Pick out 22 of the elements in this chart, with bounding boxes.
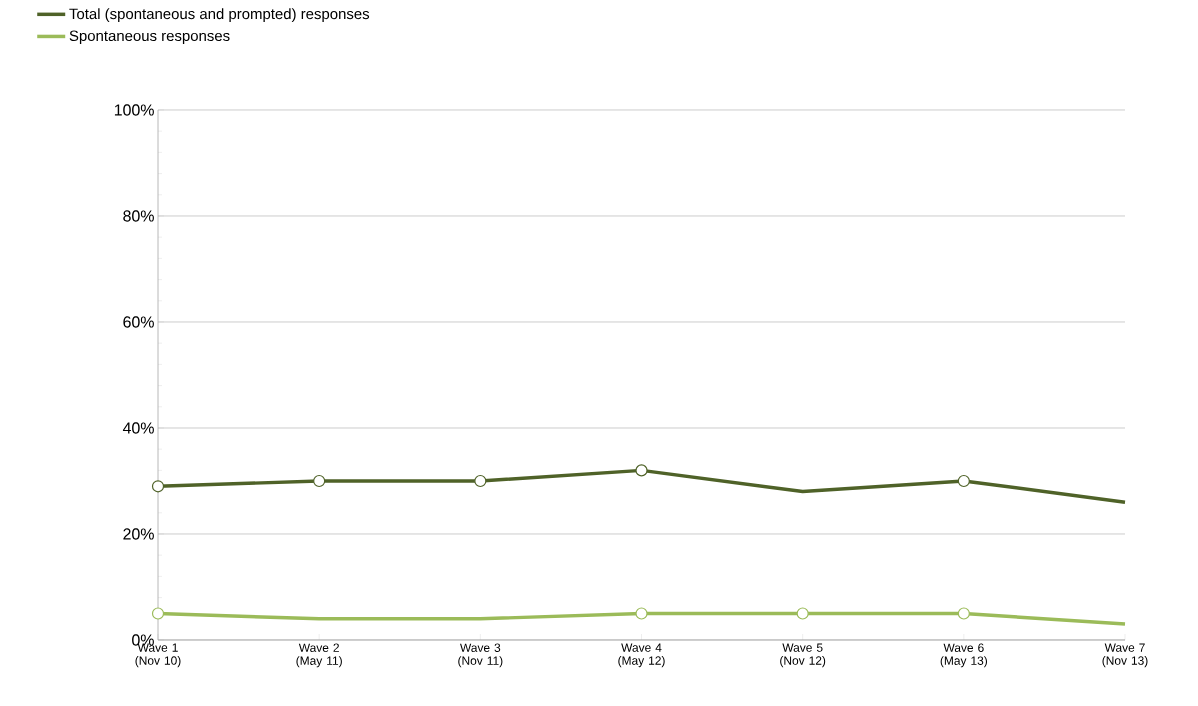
y-tick-label: 60% (123, 316, 154, 328)
point (635, 607, 648, 620)
x-tick-label: Wave 5 (Nov 12) (780, 643, 826, 668)
point (957, 474, 970, 488)
point (151, 607, 165, 620)
point (635, 464, 648, 477)
point (474, 474, 487, 488)
y-tick-label: 20% (123, 528, 154, 540)
point (796, 607, 809, 620)
x-tick-label: Wave 3 (Nov 11) (458, 643, 503, 668)
legend-label: Total (spontaneous and prompted) responses (69, 8, 370, 23)
y-tick-label: 40% (122, 422, 154, 434)
point (957, 607, 970, 620)
y-tick-label: 100% (114, 104, 154, 116)
point (313, 474, 326, 488)
x-tick-label: Wave 6 (May 13) (940, 643, 987, 668)
legend-label: Spontaneous responses (69, 30, 230, 44)
x-tick-label: Wave 2 (May 11) (296, 643, 342, 668)
point (151, 480, 165, 493)
x-tick-label: Wave 4 (May 12) (618, 643, 665, 668)
y-tick-label: 80% (123, 210, 154, 222)
x-tick-label: Wave 7 (Nov 13) (1102, 643, 1148, 668)
